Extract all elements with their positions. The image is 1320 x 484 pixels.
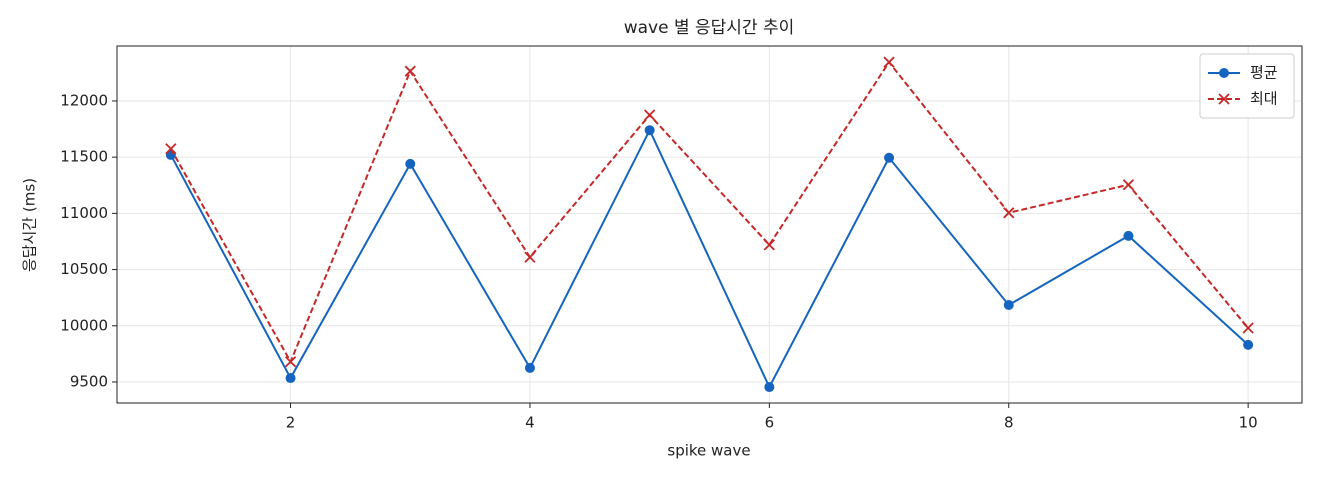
marker [1123, 230, 1134, 241]
y-tick-label: 12000 [60, 91, 108, 109]
y-tick-label: 10500 [60, 260, 108, 278]
marker [524, 251, 536, 263]
line [169, 127, 1249, 390]
x-tick-label: 10 [1239, 414, 1258, 432]
marker [284, 356, 297, 368]
y-tick-label: 11000 [60, 204, 108, 222]
marker-cross [1003, 207, 1015, 219]
marker [1122, 179, 1135, 191]
marker [1218, 93, 1230, 105]
marker-cross [763, 239, 775, 251]
marker [524, 362, 535, 373]
marker [1243, 339, 1254, 350]
x-axis-label: spike wave [667, 442, 750, 460]
legend-label: 최대 [1250, 90, 1278, 108]
x-tick-label: 4 [525, 414, 535, 432]
marker [285, 373, 296, 384]
marker-cross [404, 65, 416, 77]
legend-box [1199, 53, 1295, 119]
legend-label: 평균 [1250, 64, 1278, 82]
y-axis-label: 응답시간 (ms) [21, 178, 39, 272]
marker [1003, 207, 1015, 219]
y-tick-label: 10000 [60, 316, 108, 334]
marker [1219, 68, 1229, 78]
marker-cross [1242, 322, 1254, 334]
x-tick-label: 8 [1004, 414, 1014, 432]
marker [405, 158, 416, 169]
marker [884, 152, 895, 163]
line [169, 60, 1249, 365]
marker-cross [1218, 93, 1230, 105]
chart-title: wave 별 응답시간 추이 [624, 18, 795, 38]
marker-cross [644, 109, 656, 121]
marker [165, 143, 177, 155]
marker [644, 125, 655, 136]
marker [763, 239, 775, 251]
marker-cross [1122, 179, 1135, 191]
marker-cross [284, 356, 297, 368]
marker-cross [165, 143, 177, 155]
x-tick-label: 2 [286, 414, 296, 432]
y-tick-label: 9500 [70, 372, 108, 390]
marker [644, 109, 656, 121]
marker [883, 56, 895, 68]
marker-cross [524, 251, 536, 263]
plot-frame [116, 45, 1303, 404]
marker [404, 65, 416, 77]
marker [764, 382, 775, 393]
marker-cross [883, 56, 895, 68]
x-tick-label: 6 [765, 414, 775, 432]
marker [1003, 299, 1014, 310]
y-tick-label: 11500 [60, 148, 108, 166]
marker [1242, 322, 1254, 334]
